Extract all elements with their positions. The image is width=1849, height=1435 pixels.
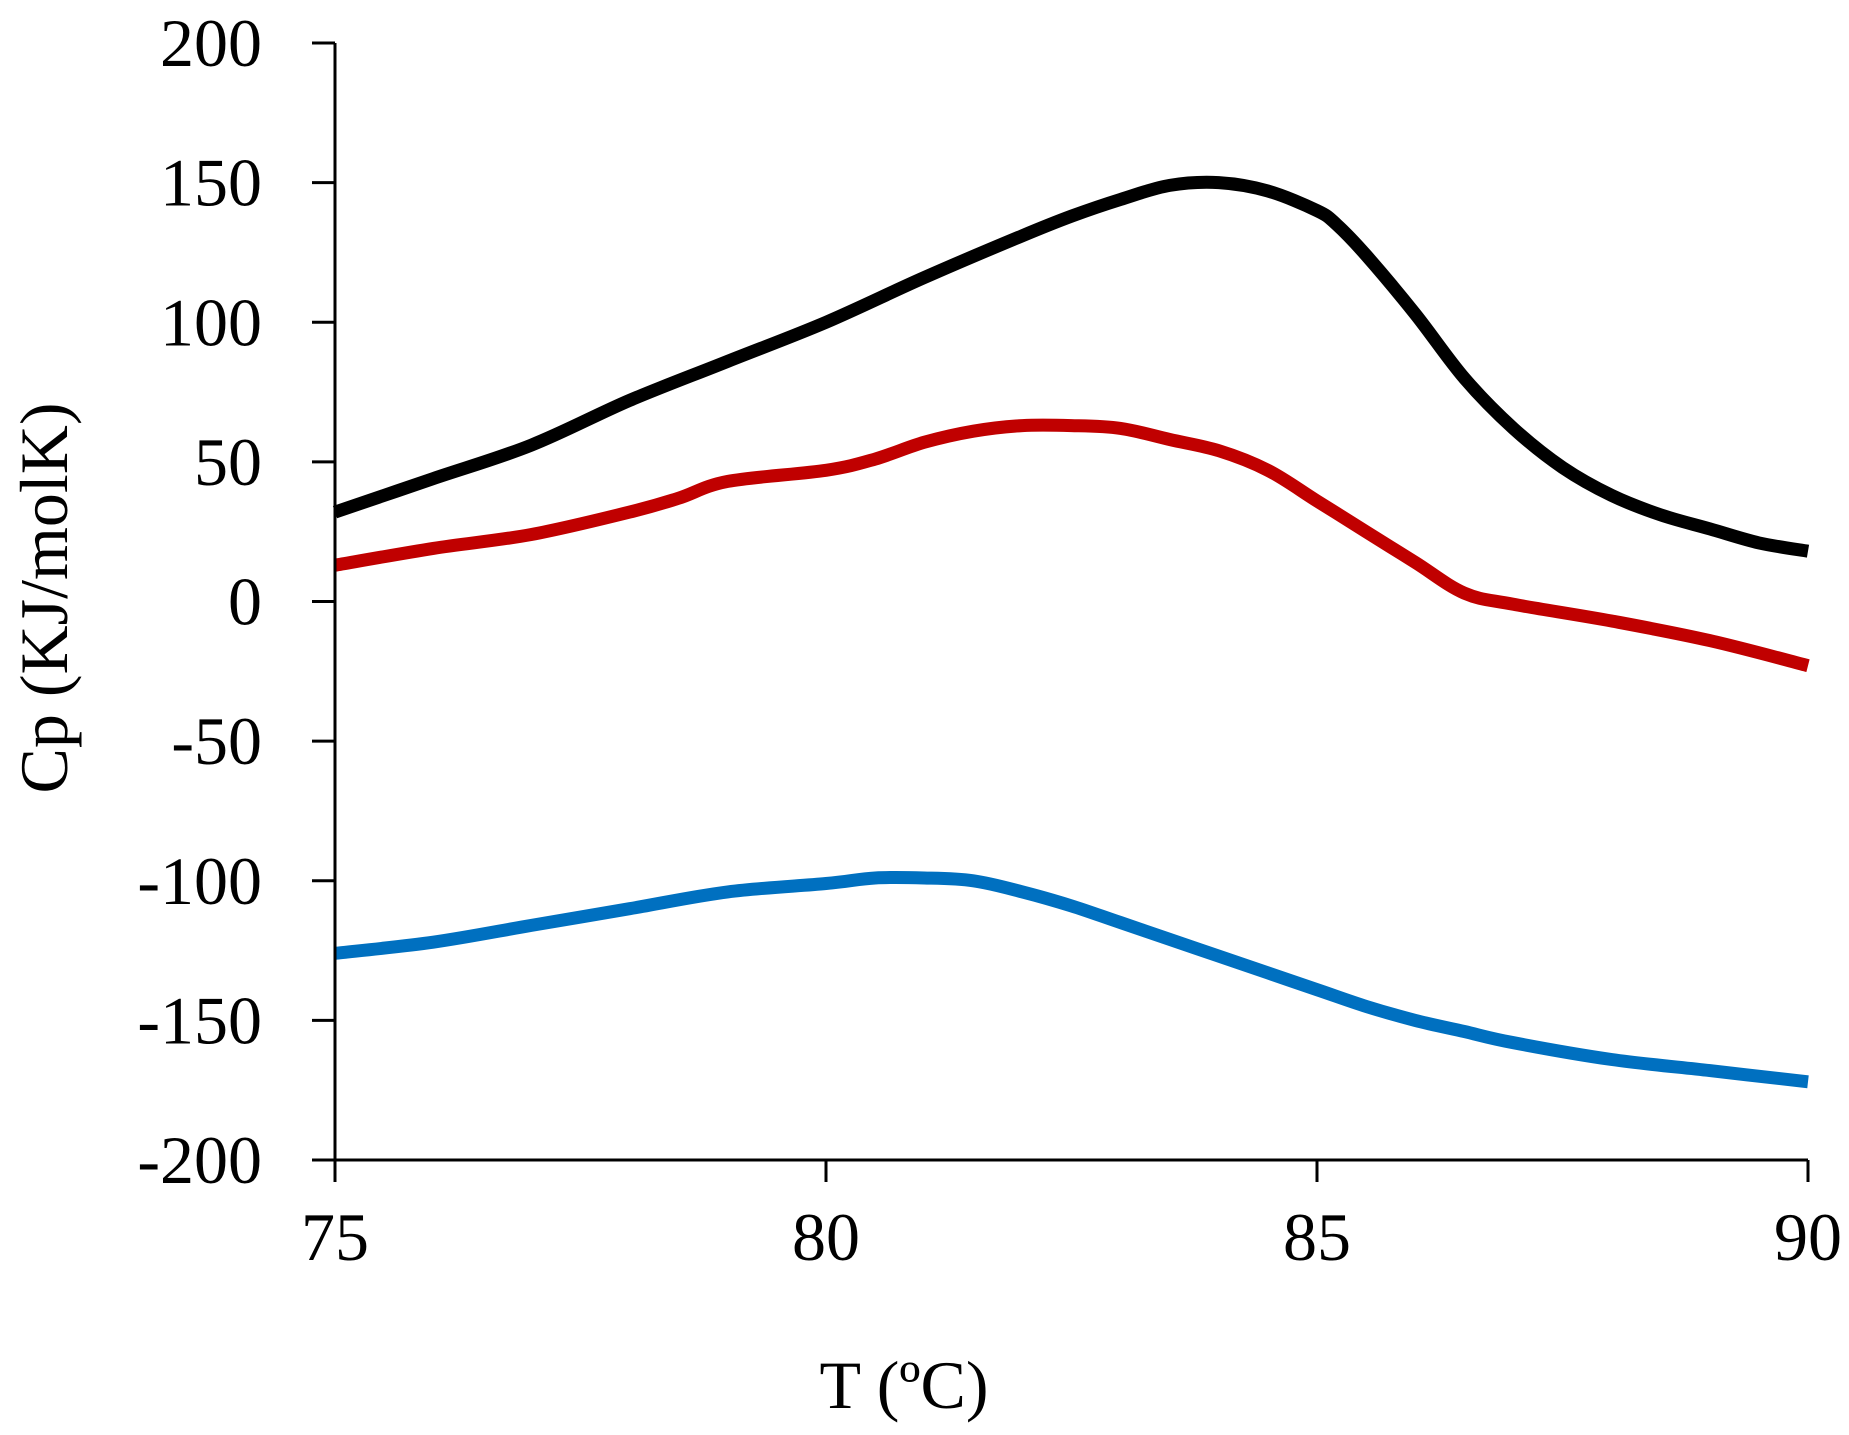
- y-tick-label: -150: [137, 982, 262, 1058]
- y-tick-label: 50: [194, 424, 262, 500]
- y-tick-label: -50: [171, 703, 262, 779]
- y-tick-label: 0: [228, 564, 262, 640]
- series-line-blue: [334, 870, 1809, 1089]
- y-tick-label: 200: [160, 5, 262, 81]
- tick-labels-layer: 200 150 100 50 0 -50 -100 -150 -200 75 80 85 90: [137, 5, 1842, 1275]
- y-tick-label: 150: [160, 145, 262, 221]
- y-tick-label: -100: [137, 843, 262, 919]
- x-axis-title: T (ºC): [819, 1347, 988, 1423]
- x-tick-label: 75: [301, 1199, 369, 1275]
- axes-layer: [312, 41, 1810, 1182]
- series-layer: [332, 175, 1810, 1089]
- series-line-black: [332, 175, 1810, 558]
- y-axis-title: Cp (KJ/molK): [6, 403, 82, 794]
- x-tick-label: 85: [1283, 1199, 1351, 1275]
- y-tick-label: 100: [160, 284, 262, 360]
- y-tick-label: -200: [137, 1122, 262, 1198]
- x-tick-label: 80: [792, 1199, 860, 1275]
- series-line-red: [333, 418, 1810, 672]
- x-tick-label: 90: [1774, 1199, 1842, 1275]
